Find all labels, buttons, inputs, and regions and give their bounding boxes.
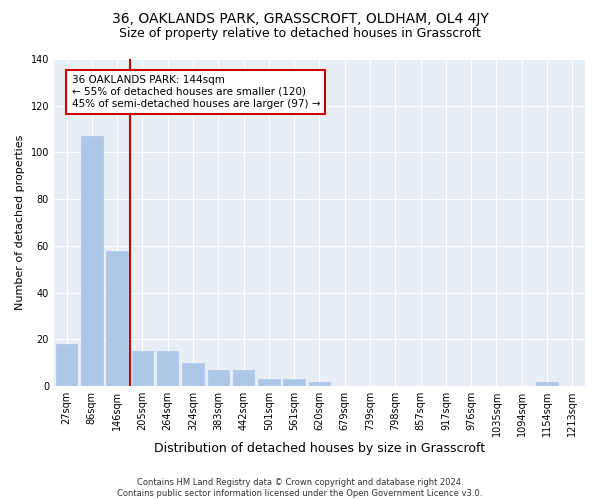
X-axis label: Distribution of detached houses by size in Grasscroft: Distribution of detached houses by size … bbox=[154, 442, 485, 455]
Bar bbox=[81, 136, 103, 386]
Text: 36 OAKLANDS PARK: 144sqm
← 55% of detached houses are smaller (120)
45% of semi-: 36 OAKLANDS PARK: 144sqm ← 55% of detach… bbox=[71, 76, 320, 108]
Bar bbox=[283, 379, 305, 386]
Y-axis label: Number of detached properties: Number of detached properties bbox=[15, 135, 25, 310]
Bar bbox=[131, 351, 153, 386]
Text: 36, OAKLANDS PARK, GRASSCROFT, OLDHAM, OL4 4JY: 36, OAKLANDS PARK, GRASSCROFT, OLDHAM, O… bbox=[112, 12, 488, 26]
Bar bbox=[208, 370, 229, 386]
Bar bbox=[182, 363, 204, 386]
Bar bbox=[56, 344, 77, 386]
Bar bbox=[309, 382, 330, 386]
Bar bbox=[258, 379, 280, 386]
Text: Size of property relative to detached houses in Grasscroft: Size of property relative to detached ho… bbox=[119, 28, 481, 40]
Bar bbox=[157, 351, 178, 386]
Bar bbox=[233, 370, 254, 386]
Text: Contains HM Land Registry data © Crown copyright and database right 2024.
Contai: Contains HM Land Registry data © Crown c… bbox=[118, 478, 482, 498]
Bar bbox=[106, 250, 128, 386]
Bar bbox=[536, 382, 558, 386]
